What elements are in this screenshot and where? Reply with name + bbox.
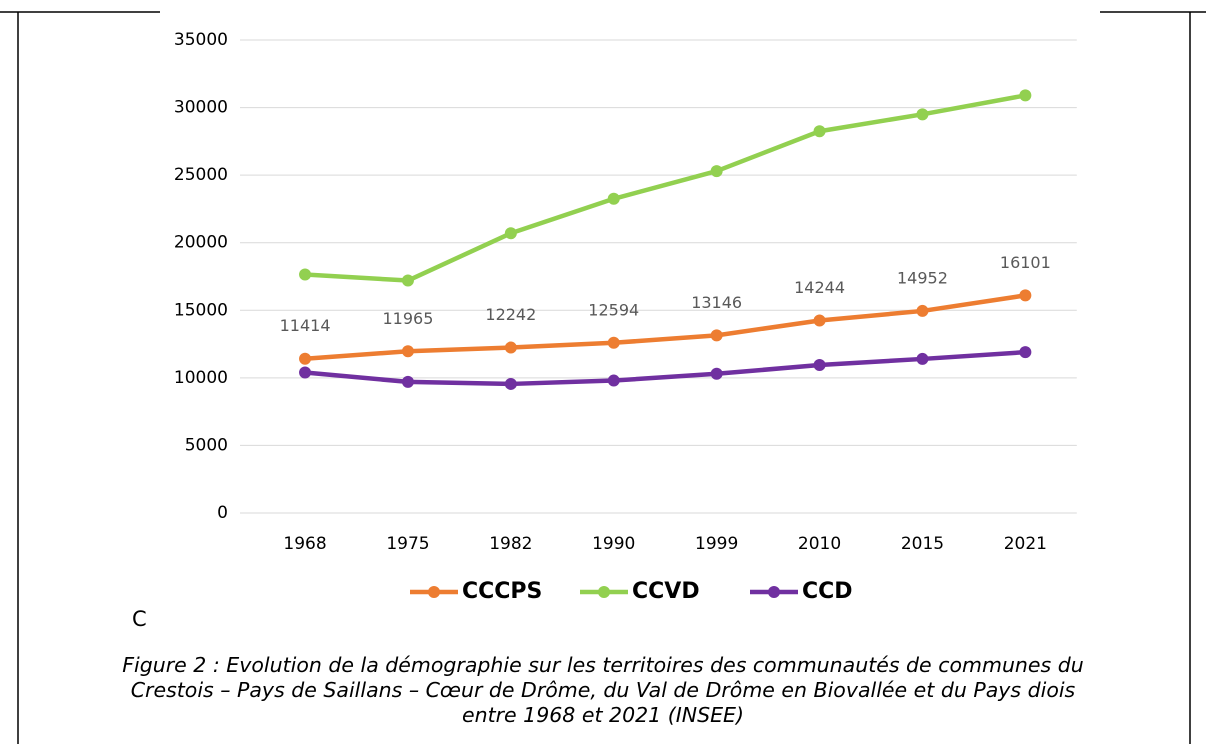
data-point (607, 192, 620, 205)
legend-label: CCD (802, 579, 853, 604)
x-tick-label: 2015 (901, 534, 944, 554)
data-label: 12242 (485, 305, 536, 324)
data-point (710, 165, 723, 178)
series-line (304, 293, 1026, 361)
data-point (299, 366, 312, 379)
caption: entre 1968 et 2021 (INSEE) (462, 703, 744, 727)
caption: Figure 2 : Evolution de la démographie s… (122, 653, 1084, 677)
data-point (299, 352, 312, 365)
data-point (710, 329, 723, 342)
legend-marker (428, 586, 440, 598)
x-tick-label: 1999 (695, 534, 738, 554)
data-label: 11414 (280, 316, 331, 335)
data-point (916, 304, 929, 317)
x-tick-label: 1968 (283, 534, 326, 554)
data-point (916, 108, 929, 121)
y-tick-label: 30000 (174, 98, 228, 118)
data-point (504, 341, 517, 354)
note: C (132, 607, 147, 631)
x-tick-label: 2010 (798, 534, 841, 554)
x-tick-label: 1990 (592, 534, 635, 554)
data-label: 14244 (794, 278, 845, 297)
y-tick-label: 10000 (174, 368, 228, 388)
series-line (304, 93, 1026, 283)
data-label: 16101 (1000, 253, 1051, 272)
data-label: 13146 (691, 293, 742, 312)
data-point (1019, 346, 1032, 359)
legend-marker (598, 586, 610, 598)
legend-label: CCCPS (462, 579, 542, 604)
data-point (607, 336, 620, 349)
y-tick-label: 0 (217, 503, 228, 523)
legend-label: CCVD (632, 579, 700, 604)
series-line (304, 349, 1026, 387)
legend-marker (768, 586, 780, 598)
data-point (813, 125, 826, 138)
data-point (1019, 289, 1032, 302)
y-tick-label: 20000 (174, 233, 228, 253)
data-point (916, 352, 929, 365)
data-label: 14952 (897, 268, 948, 287)
data-label: 12594 (588, 300, 639, 319)
data-point (710, 367, 723, 380)
data-point (813, 314, 826, 327)
y-tick-label: 5000 (185, 435, 228, 455)
data-point (401, 345, 414, 358)
data-point (504, 377, 517, 390)
caption: Crestois – Pays de Saillans – Cœur de Dr… (131, 678, 1076, 702)
data-point (299, 268, 312, 281)
x-tick-label: 2021 (1004, 534, 1047, 554)
data-point (401, 375, 414, 388)
data-point (504, 227, 517, 240)
data-point (813, 359, 826, 372)
data-point (401, 274, 414, 287)
y-tick-label: 25000 (174, 165, 228, 185)
data-point (1019, 89, 1032, 102)
data-point (607, 374, 620, 387)
y-tick-label: 15000 (174, 300, 228, 320)
x-tick-label: 1982 (489, 534, 532, 554)
data-label: 11965 (382, 309, 433, 328)
x-tick-label: 1975 (386, 534, 429, 554)
y-tick-label: 35000 (174, 30, 228, 50)
